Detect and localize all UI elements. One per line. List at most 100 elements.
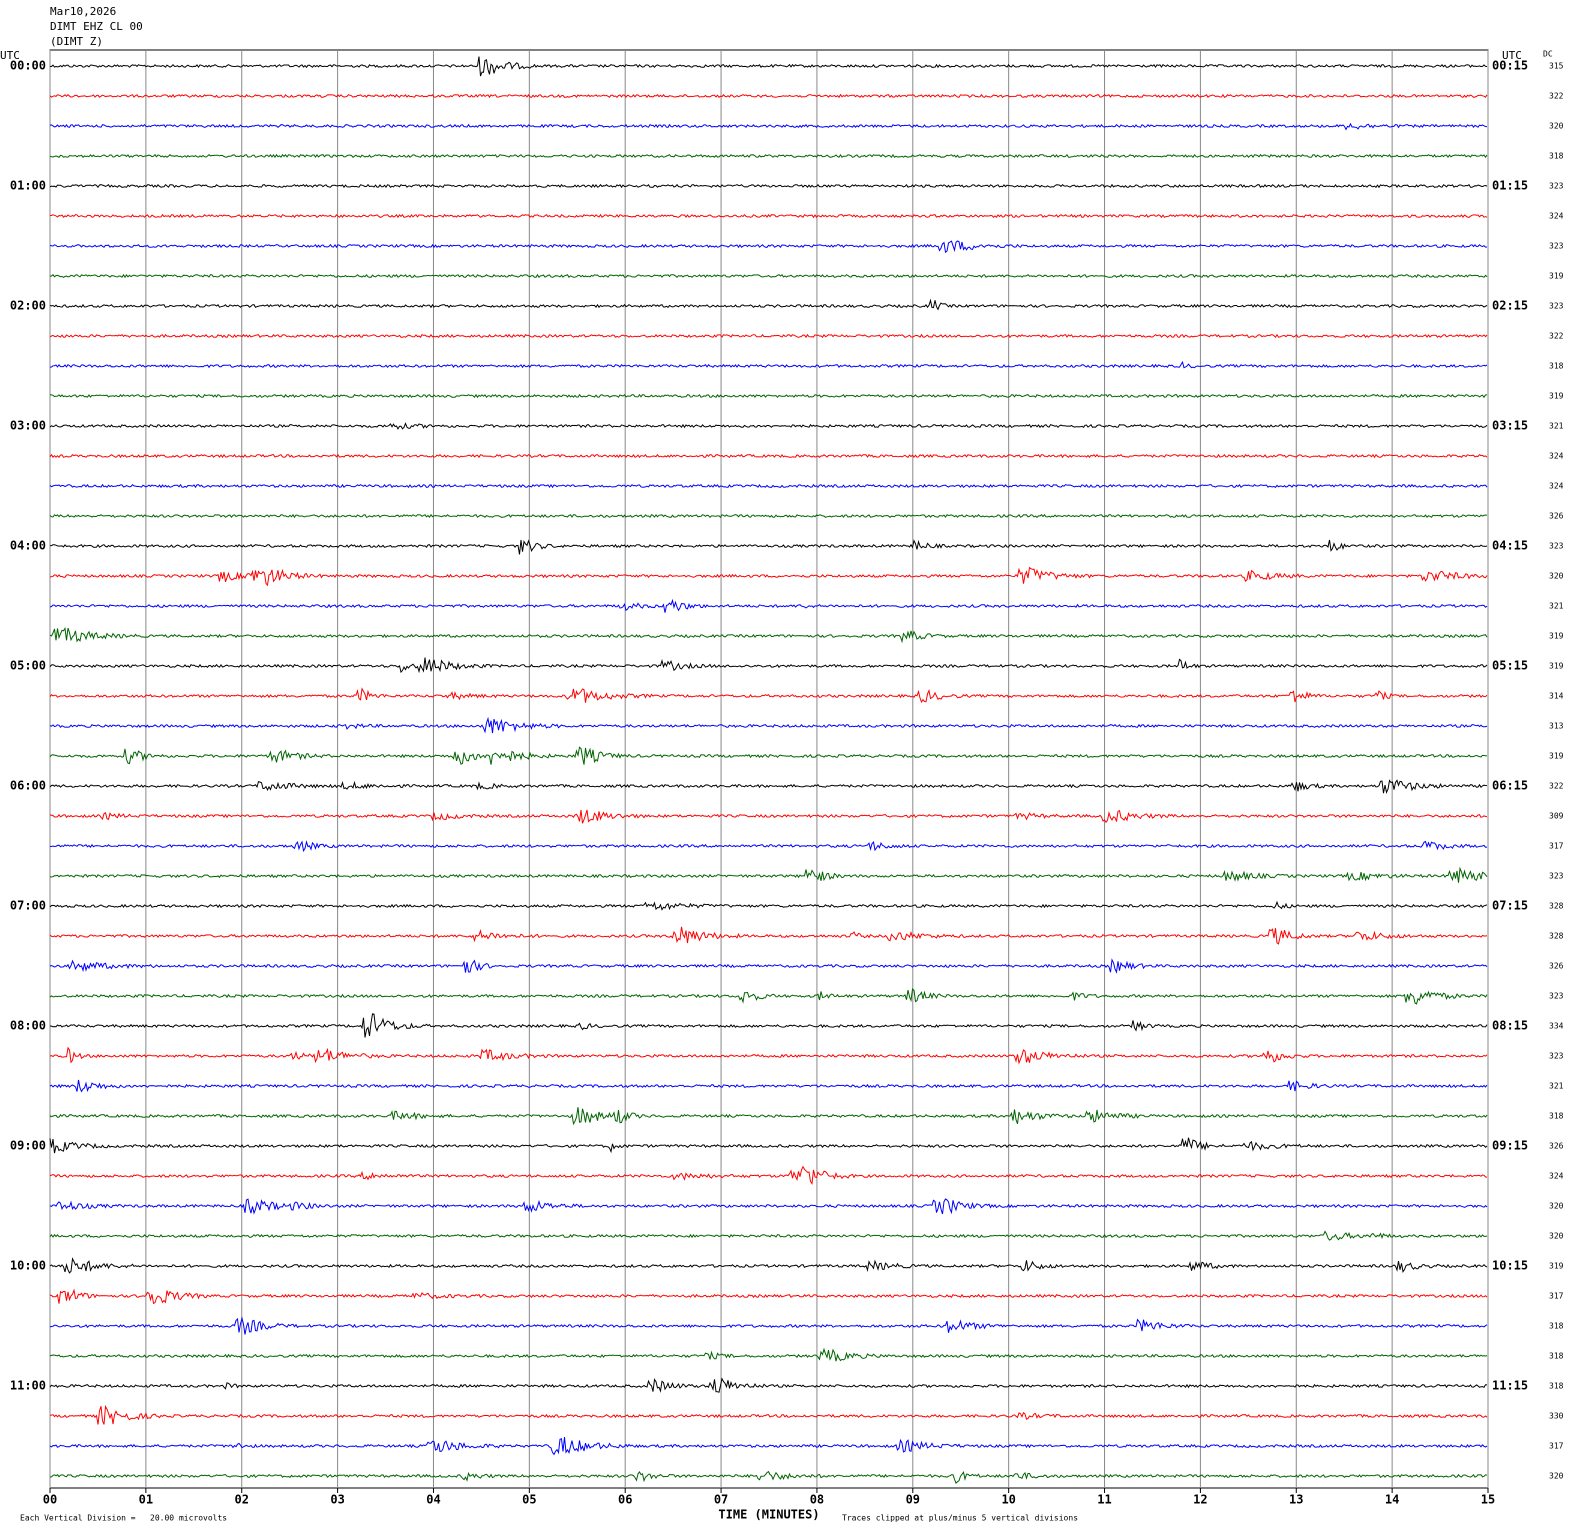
dc-value: 322 — [1549, 782, 1564, 791]
x-tick-label: 13 — [1289, 1493, 1303, 1507]
dc-value: 324 — [1549, 212, 1564, 221]
right-time-label: 03:15 — [1492, 419, 1528, 433]
dc-value: 315 — [1549, 62, 1564, 71]
trace — [49, 483, 1488, 489]
right-time-label: 06:15 — [1492, 779, 1528, 793]
trace — [49, 1377, 1488, 1393]
dc-value: 319 — [1549, 1262, 1564, 1271]
dc-value: 317 — [1549, 1442, 1564, 1451]
right-time-label: 00:15 — [1492, 59, 1528, 73]
trace — [49, 1470, 1488, 1484]
dc-value: 328 — [1549, 932, 1564, 941]
right-axis-title: UTC — [1502, 49, 1522, 62]
clip-note: Traces clipped at plus/minus 5 vertical … — [842, 1514, 1078, 1523]
dc-value: 319 — [1549, 272, 1564, 281]
trace — [49, 716, 1488, 734]
dc-value: 328 — [1549, 902, 1564, 911]
trace — [49, 1257, 1488, 1274]
dc-value: 318 — [1549, 1382, 1564, 1391]
dc-value: 334 — [1549, 1022, 1564, 1031]
left-time-label: 01:00 — [10, 179, 46, 193]
left-time-label: 09:00 — [10, 1139, 46, 1153]
trace — [49, 988, 1488, 1005]
dc-value: 319 — [1549, 752, 1564, 761]
dc-value: 320 — [1549, 572, 1564, 581]
dc-value: 319 — [1549, 632, 1564, 641]
trace — [49, 1404, 1488, 1425]
trace — [49, 1198, 1488, 1215]
trace — [49, 240, 1488, 254]
x-tick-label: 04 — [426, 1493, 440, 1507]
dc-value: 326 — [1549, 962, 1564, 971]
scale-note: Each Vertical Division = 20.00 microvolt… — [20, 1514, 227, 1523]
dc-value: 326 — [1549, 1142, 1564, 1151]
trace — [49, 779, 1488, 795]
trace — [49, 566, 1488, 587]
trace — [49, 333, 1488, 339]
dc-value: 318 — [1549, 1112, 1564, 1121]
trace — [49, 926, 1488, 945]
trace — [49, 360, 1488, 369]
x-tick-label: 01 — [139, 1493, 153, 1507]
dc-value: 323 — [1549, 872, 1564, 881]
left-time-label: 10:00 — [10, 1259, 46, 1273]
dc-value: 323 — [1549, 302, 1564, 311]
dc-value: 318 — [1549, 1322, 1564, 1331]
trace — [49, 958, 1488, 974]
dc-value: 319 — [1549, 662, 1564, 671]
x-tick-label: 14 — [1385, 1493, 1399, 1507]
left-time-label: 03:00 — [10, 419, 46, 433]
x-tick-label: 10 — [1001, 1493, 1015, 1507]
right-time-label: 07:15 — [1492, 899, 1528, 913]
dc-value: 320 — [1549, 1472, 1564, 1481]
trace — [49, 1230, 1488, 1241]
x-tick-label: 12 — [1193, 1493, 1207, 1507]
left-time-label: 07:00 — [10, 899, 46, 913]
right-time-label: 11:15 — [1492, 1379, 1528, 1393]
dc-value: 317 — [1549, 842, 1564, 851]
dc-value: 324 — [1549, 482, 1564, 491]
trace — [49, 1046, 1488, 1065]
left-time-label: 11:00 — [10, 1379, 46, 1393]
trace — [49, 298, 1488, 311]
dc-value: 318 — [1549, 362, 1564, 371]
dc-value: 313 — [1549, 722, 1564, 731]
x-tick-label: 05 — [522, 1493, 536, 1507]
trace — [49, 1079, 1488, 1093]
left-time-label: 02:00 — [10, 299, 46, 313]
dc-value: 323 — [1549, 242, 1564, 251]
trace — [49, 657, 1488, 674]
trace — [49, 1137, 1488, 1154]
trace — [49, 840, 1488, 853]
dc-value: 320 — [1549, 1202, 1564, 1211]
dc-value: 322 — [1549, 332, 1564, 341]
x-tick-label: 03 — [330, 1493, 344, 1507]
right-time-label: 04:15 — [1492, 539, 1528, 553]
dc-value: 324 — [1549, 1172, 1564, 1181]
left-time-label: 00:00 — [10, 59, 46, 73]
dc-value: 322 — [1549, 92, 1564, 101]
dc-value: 319 — [1549, 392, 1564, 401]
dc-value: 330 — [1549, 1412, 1564, 1421]
trace — [49, 1437, 1488, 1456]
x-tick-label: 06 — [618, 1493, 632, 1507]
trace — [49, 122, 1488, 131]
x-tick-label: 00 — [43, 1493, 57, 1507]
dc-value: 318 — [1549, 152, 1564, 161]
x-tick-label: 15 — [1481, 1493, 1495, 1507]
date: Mar10,2026 — [50, 5, 116, 18]
dc-value: 320 — [1549, 1232, 1564, 1241]
x-tick-label: 07 — [714, 1493, 728, 1507]
right-time-label: 05:15 — [1492, 659, 1528, 673]
trace — [49, 866, 1488, 883]
plot-frame — [49, 49, 1489, 1489]
trace — [49, 453, 1488, 459]
trace — [49, 213, 1488, 219]
right-time-label: 08:15 — [1492, 1019, 1528, 1033]
station: DIMT EHZ CL 00 — [50, 20, 143, 33]
trace — [49, 1165, 1488, 1186]
trace — [49, 422, 1488, 430]
trace — [49, 93, 1488, 99]
dc-value: 323 — [1549, 992, 1564, 1001]
